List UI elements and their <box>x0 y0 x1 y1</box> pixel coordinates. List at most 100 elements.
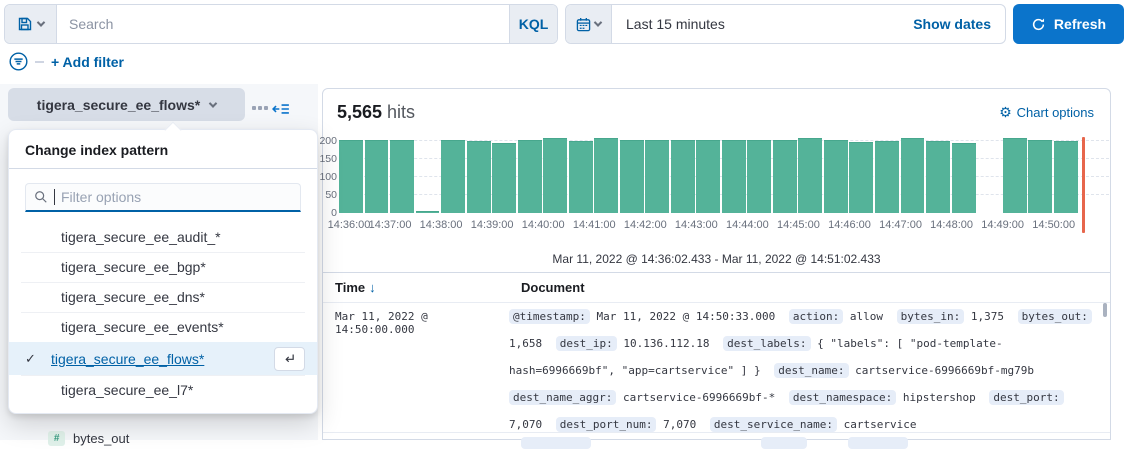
doc-field-name[interactable]: dest_port_num: <box>555 417 657 432</box>
gear-icon: ⚙ <box>999 104 1012 120</box>
histogram-bar-14:40:00[interactable] <box>543 138 568 213</box>
x-axis-tick-label: 14:48:00 <box>930 219 974 231</box>
doc-field-name[interactable]: dest_port: <box>989 390 1064 405</box>
save-icon <box>18 17 32 31</box>
collapse-sidebar-button[interactable] <box>272 100 290 118</box>
index-pattern-option[interactable]: tigera_secure_ee_audit_* <box>9 222 317 252</box>
doc-field-name[interactable]: @timestamp: <box>509 309 590 324</box>
add-filter-link[interactable]: + Add filter <box>51 53 124 70</box>
histogram-bar-14:47:00[interactable] <box>900 138 925 213</box>
x-axis-tick-label: 14:44:00 <box>725 219 769 231</box>
histogram-bar-14:44:30[interactable] <box>772 139 797 213</box>
chart-time-range-subtitle: Mar 11, 2022 @ 14:36:02.433 - Mar 11, 20… <box>552 252 881 266</box>
x-axis-tick-label: 14:43:00 <box>674 219 718 231</box>
doc-field-name[interactable]: bytes_out: <box>1017 309 1092 324</box>
doc-field-name[interactable]: dest_name_aggr: <box>509 390 617 405</box>
histogram-bar-14:46:30[interactable] <box>875 140 899 213</box>
document-column-header: Document <box>521 280 585 295</box>
doc-field-name[interactable]: dest_ip: <box>555 336 617 351</box>
histogram-bar-14:40:30[interactable] <box>568 140 593 213</box>
histogram-bar-14:42:30[interactable] <box>670 140 695 213</box>
date-quick-menu-button[interactable] <box>566 5 612 43</box>
filter-bar: + Add filter <box>9 52 124 71</box>
x-axis-tick-label: 14:40:00 <box>521 219 565 231</box>
saved-query-menu-button[interactable] <box>5 5 57 43</box>
y-axis-tick-label: 100 <box>319 171 337 184</box>
histogram-bar-14:43:30[interactable] <box>721 139 746 213</box>
popover-title: Change index pattern <box>9 130 317 169</box>
chart-options-label: Chart options <box>1016 104 1094 120</box>
index-pattern-option[interactable]: tigera_secure_ee_bgp* <box>9 252 317 282</box>
y-axis-tick-label: 0 <box>331 207 337 219</box>
histogram-bar-14:44:00[interactable] <box>747 140 772 213</box>
histogram-bar-14:36:30[interactable] <box>364 139 389 213</box>
histogram-bar-14:39:30[interactable] <box>517 139 542 213</box>
histogram-bar-14:39:00[interactable] <box>492 142 517 213</box>
text-caret <box>54 189 55 205</box>
time-range-value[interactable]: Last 15 minutes <box>626 16 725 32</box>
sidebar-field-bytes_out[interactable]: # bytes_out <box>48 431 129 446</box>
filter-circle-icon[interactable] <box>9 52 28 71</box>
doc-field-name[interactable]: dest_service_name: <box>709 417 838 432</box>
histogram-bar-14:36:00[interactable] <box>339 140 363 213</box>
x-axis-tick-label: 14:39:00 <box>470 219 514 231</box>
histogram-bar-14:41:00[interactable] <box>594 138 619 213</box>
index-pattern-filter-input[interactable]: Filter options <box>25 183 301 212</box>
search-bar: KQL <box>4 4 558 44</box>
x-axis-tick-label: 14:38:00 <box>419 219 463 231</box>
index-pattern-option[interactable]: tigera_secure_ee_l7* <box>9 375 317 405</box>
y-axis-labels: 200 150 100 50 0 <box>319 135 337 225</box>
doc-field-name[interactable]: dest_name: <box>774 363 849 378</box>
doc-field-value: Mar 11, 2022 @ 14:50:33.000 <box>589 310 776 323</box>
index-pattern-label: tigera_secure_ee_flows* <box>36 96 201 113</box>
doc-field-name[interactable]: dest_namespace: <box>788 390 897 405</box>
kql-button[interactable]: KQL <box>509 5 557 43</box>
doc-field-value: hipstershop <box>896 391 976 404</box>
time-column-header[interactable]: Time ↓ <box>335 280 521 295</box>
doc-field-value: cartservice-6996669bf-* <box>616 391 776 404</box>
doc-field-name[interactable]: dest_labels: <box>723 336 811 351</box>
histogram-bar-14:45:00[interactable] <box>798 137 823 213</box>
table-row[interactable]: Mar 11, 2022 @ 14:50:00.000 @timestamp: … <box>323 303 1110 432</box>
index-pattern-option-list: tigera_secure_ee_audit_* tigera_secure_ee… <box>9 222 317 405</box>
histogram-bar-14:49:30[interactable] <box>1028 139 1053 213</box>
histogram-bar-14:50:00[interactable] <box>1053 141 1078 213</box>
histogram-bar-14:47:30[interactable] <box>926 141 950 213</box>
doc-field-name[interactable]: action: <box>788 309 844 324</box>
time-header-label: Time <box>335 280 366 295</box>
histogram-bar-14:38:30[interactable] <box>466 140 491 213</box>
x-axis-tick-label: 14:46:00 <box>828 219 871 231</box>
index-pattern-option-label: tigera_secure_ee_bgp* <box>61 259 206 275</box>
index-pattern-option[interactable]: tigera_secure_ee_events* <box>9 312 317 342</box>
histogram-bar-14:37:00[interactable] <box>390 139 414 213</box>
chart-options-button[interactable]: ⚙ Chart options <box>999 105 1094 120</box>
histogram-bar-14:48:00[interactable] <box>951 142 976 213</box>
histogram-bar-14:46:00[interactable] <box>849 142 874 213</box>
index-pattern-option[interactable]: tigera_secure_ee_dns* <box>9 282 317 312</box>
histogram-bar-14:49:00[interactable] <box>1002 138 1027 213</box>
histogram-bar-14:41:30[interactable] <box>619 140 644 213</box>
index-pattern-option-label: tigera_secure_ee_audit_* <box>61 229 221 245</box>
search-input[interactable] <box>57 5 509 43</box>
boxes-horizontal-icon[interactable] <box>252 106 268 110</box>
histogram-bar-14:42:00[interactable] <box>645 140 670 213</box>
index-pattern-option[interactable]: ✓ tigera_secure_ee_flows* <box>9 342 317 375</box>
chevron-down-icon <box>208 98 218 108</box>
histogram-plot-area[interactable] <box>339 137 1109 233</box>
doc-field-name[interactable]: bytes_in: <box>896 309 965 324</box>
show-dates-link[interactable]: Show dates <box>913 16 991 32</box>
x-axis-tick-label: 14:47:00 <box>879 219 922 231</box>
histogram-bar-14:43:00[interactable] <box>696 140 721 213</box>
histogram-bar-14:37:30[interactable] <box>415 211 440 213</box>
x-axis-tick-label: 14:45:00 <box>777 219 820 231</box>
refresh-button[interactable]: Refresh <box>1013 4 1124 44</box>
histogram-bar-14:45:30[interactable] <box>823 139 848 213</box>
x-axis-tick-label: 14:42:00 <box>623 219 667 231</box>
row-document-cell: @timestamp: Mar 11, 2022 @ 14:50:33.000 … <box>509 303 1110 432</box>
x-axis-tick-label: 14:50:00 <box>1032 219 1076 231</box>
histogram-bar-14:38:00[interactable] <box>441 139 466 213</box>
scrollbar-thumb[interactable] <box>1103 303 1107 317</box>
doc-field-value: cartservice <box>837 418 917 431</box>
index-pattern-switcher-button[interactable]: tigera_secure_ee_flows* <box>8 88 245 121</box>
query-bar: KQL Last 15 minutes Show dates Refresh <box>4 4 1124 44</box>
